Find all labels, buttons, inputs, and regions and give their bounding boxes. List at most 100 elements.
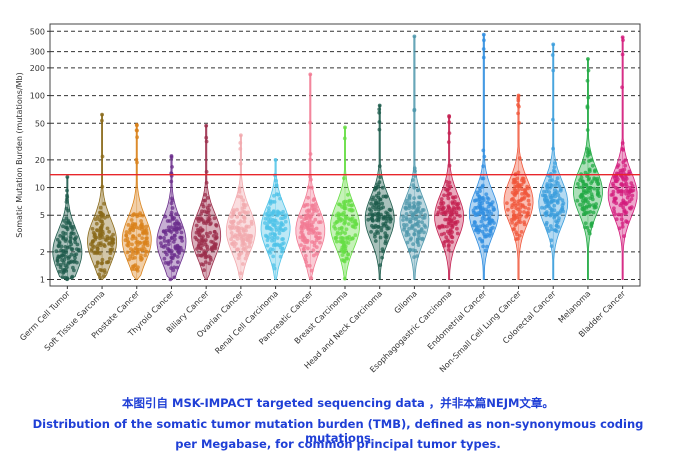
data-point: [446, 140, 451, 145]
y-axis-label: Somatic Mutation Burden (mutations/Mb): [15, 72, 24, 237]
data-point: [312, 209, 316, 214]
data-point: [212, 216, 217, 221]
data-point: [267, 208, 271, 213]
data-point: [206, 216, 211, 221]
data-point: [127, 257, 131, 262]
data-point: [381, 194, 386, 199]
data-point: [518, 206, 523, 210]
data-point: [234, 225, 239, 230]
data-point: [56, 254, 61, 259]
data-point: [205, 206, 210, 210]
data-point: [158, 235, 163, 240]
data-point: [242, 210, 247, 214]
data-point: [623, 163, 628, 168]
data-point: [454, 202, 458, 207]
data-point: [444, 235, 449, 240]
data-point: [435, 212, 440, 217]
data-point: [309, 268, 314, 273]
data-point: [449, 213, 453, 217]
tmb-violin-chart: 1 2 5 10 20 50 100 200 300 500 Somatic Mutation Bu…: [15, 23, 641, 374]
data-point: [240, 206, 245, 211]
data-point: [208, 222, 213, 227]
data-point: [477, 194, 482, 199]
data-point: [202, 268, 207, 273]
data-point: [67, 255, 72, 259]
data-point: [413, 228, 417, 233]
data-point: [443, 217, 447, 222]
data-point: [271, 209, 276, 214]
data-point: [384, 195, 389, 199]
data-point: [369, 230, 373, 234]
data-point: [170, 165, 174, 169]
data-point: [471, 223, 476, 228]
data-point: [243, 232, 248, 237]
data-point: [240, 243, 245, 248]
data-point: [514, 213, 519, 218]
data-point: [387, 207, 392, 212]
data-point: [481, 198, 486, 203]
data-point: [130, 242, 134, 247]
data-point: [440, 223, 444, 228]
data-point: [410, 225, 414, 229]
data-point: [162, 239, 167, 243]
data-point: [518, 220, 523, 225]
caption-source-note: 本图引自 MSK-IMPACT targeted sequencing data…: [122, 396, 554, 410]
data-point: [346, 222, 351, 226]
x-tick-label-15: Melanoma: [557, 289, 593, 325]
data-point: [548, 206, 553, 211]
data-point: [104, 260, 109, 265]
data-point: [520, 203, 525, 208]
data-point: [620, 85, 624, 90]
data-point: [203, 255, 208, 260]
data-point: [131, 226, 136, 231]
data-point: [132, 267, 137, 271]
data-point: [455, 226, 459, 231]
data-point: [170, 206, 175, 210]
data-point: [97, 233, 102, 237]
data-point: [373, 186, 378, 190]
data-point: [133, 246, 138, 251]
data-point: [244, 245, 249, 250]
data-point: [516, 170, 521, 175]
data-point: [489, 211, 494, 216]
data-point: [99, 227, 104, 232]
data-point: [551, 68, 556, 73]
data-point: [411, 212, 416, 217]
data-point: [204, 180, 209, 185]
data-point: [98, 241, 103, 246]
data-point: [377, 107, 382, 112]
data-point: [91, 239, 95, 244]
data-point: [177, 250, 181, 255]
data-point: [487, 217, 491, 222]
data-point: [176, 260, 180, 264]
data-point: [447, 120, 452, 125]
data-point: [375, 229, 379, 234]
data-point: [549, 227, 554, 232]
data-point: [90, 226, 95, 231]
data-point: [619, 182, 624, 186]
data-point: [369, 209, 373, 213]
data-point: [549, 183, 554, 188]
data-point: [423, 225, 428, 229]
data-point: [70, 231, 74, 235]
data-point: [302, 244, 307, 249]
data-point: [309, 227, 313, 232]
data-point: [247, 244, 252, 249]
data-point: [60, 258, 64, 262]
data-point: [310, 203, 315, 208]
data-point: [97, 272, 102, 277]
data-point: [159, 244, 164, 249]
data-point: [343, 248, 348, 253]
data-point: [67, 245, 72, 249]
data-point: [401, 214, 406, 219]
data-point: [614, 185, 618, 190]
data-point: [556, 181, 560, 186]
data-point: [621, 205, 625, 210]
data-point: [552, 170, 557, 174]
data-point: [271, 263, 276, 267]
data-point: [586, 186, 590, 191]
data-point: [590, 163, 595, 168]
data-point: [591, 210, 596, 215]
data-point: [440, 207, 445, 212]
data-point: [163, 214, 168, 219]
